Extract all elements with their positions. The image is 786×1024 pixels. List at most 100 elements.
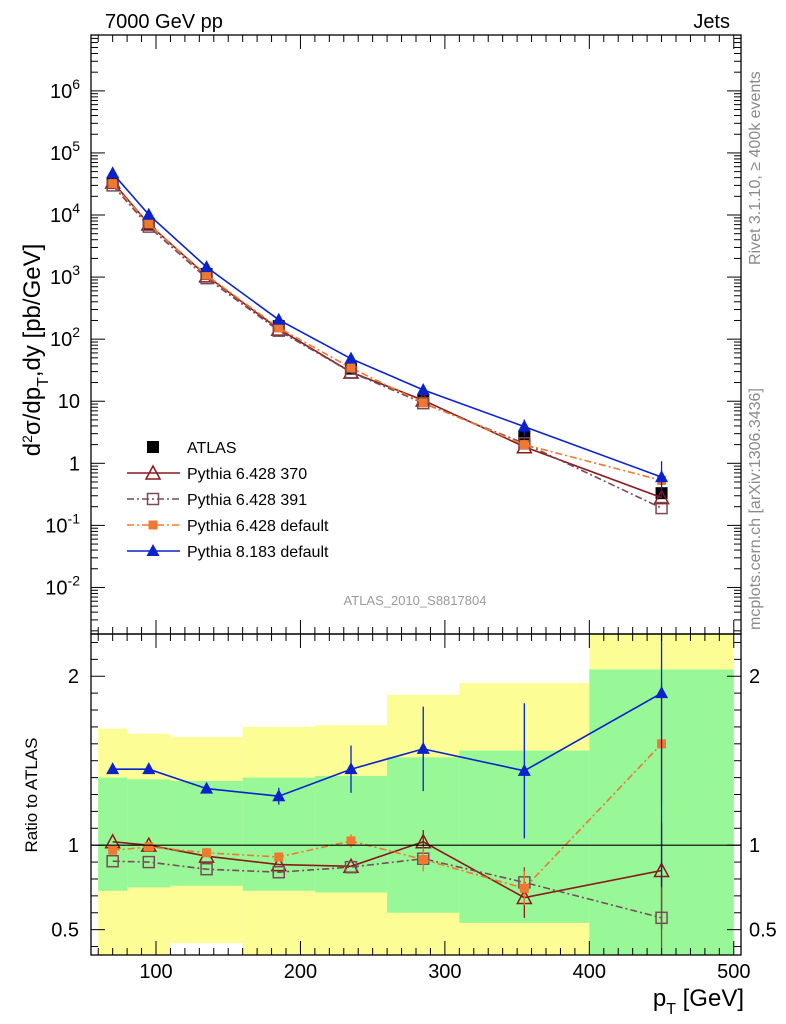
- y-tick-label: 1: [69, 453, 80, 475]
- x-tick-label: 400: [573, 961, 606, 983]
- y-tick-label: 10: [58, 391, 80, 413]
- main-line-2: [112, 184, 662, 509]
- ratio-line-2: [112, 743, 663, 890]
- main-point-0: [518, 430, 531, 443]
- ratio-y-tick-label: 1: [68, 835, 79, 857]
- legend-marker: [146, 492, 160, 506]
- y-tick-label: 103: [50, 262, 80, 289]
- main-line-4: [112, 172, 662, 478]
- header-left: 7000 GeV pp: [105, 11, 223, 33]
- ratio-point-1: [200, 862, 213, 876]
- main-point-3: [108, 179, 118, 189]
- ratio-point-3: [344, 762, 358, 775]
- main-point-4: [416, 382, 430, 395]
- ratio-point-3: [655, 686, 669, 699]
- ratio-point-2: [202, 848, 212, 858]
- x-tick-label: 100: [139, 961, 172, 983]
- ratio-point-1: [106, 854, 119, 868]
- main-point-4: [200, 260, 214, 273]
- ratio-point-2: [108, 845, 118, 855]
- main-line-1: [112, 181, 662, 499]
- ratio-point-3: [200, 781, 214, 794]
- ratio-line-3: [112, 692, 662, 798]
- ratio-y-tick-label-right: 0.5: [749, 920, 777, 942]
- main-series-4: [106, 166, 669, 483]
- legend: ATLAS Pythia 6.428 370 Pythia 6.428 391 Pyt…: [127, 440, 329, 561]
- ratio-point-2: [346, 836, 356, 846]
- main-point-4: [142, 207, 156, 220]
- ratio-point-3: [142, 762, 156, 775]
- main-point-4: [272, 312, 286, 325]
- ratio-point-2: [144, 842, 154, 852]
- main-point-3: [519, 440, 529, 450]
- ratio-series-3: [106, 634, 669, 888]
- main-point-3: [418, 398, 428, 408]
- main-point-2: [416, 396, 430, 410]
- y-tick-label: 102: [50, 324, 80, 351]
- legend-label: ATLAS: [187, 440, 237, 457]
- header-right: Jets: [693, 11, 730, 33]
- ratio-y-tick-label-right: 2: [749, 666, 760, 688]
- x-tick-label: 500: [717, 961, 750, 983]
- x-tick-label: 300: [428, 961, 461, 983]
- legend-entry-2: Pythia 6.428 391: [127, 492, 307, 509]
- ratio-point-1: [655, 911, 668, 925]
- x-tick-label: 200: [284, 961, 317, 983]
- ratio-point-0: [270, 856, 288, 872]
- ratio-y-tick-label: 0.5: [51, 920, 79, 942]
- y-tick-label: 10-1: [45, 510, 80, 537]
- legend-entry-3: Pythia 6.428 default: [127, 518, 329, 535]
- ratio-uncertainty-bands: [98, 634, 734, 955]
- y-tick-label: 10-2: [45, 572, 80, 599]
- ratio-point-1: [272, 865, 286, 879]
- axes: 100 200 300 400 50010-210-111010210310410510…: [45, 34, 777, 983]
- ratio-panel-content: [91, 634, 741, 955]
- main-line-3: [112, 183, 662, 482]
- main-y-axis-label: d2σ/dpT,dy [pb/GeV]: [19, 244, 52, 457]
- main-panel-content: [104, 166, 670, 515]
- main-point-4: [106, 166, 120, 179]
- ratio-band-green-bin: [170, 780, 243, 886]
- rivet-version-label: Rivet 3.1.10, ≥ 400k events: [747, 71, 764, 265]
- ratio-y-tick-label: 2: [68, 666, 79, 688]
- ratio-point-1: [344, 860, 358, 874]
- legend-label: Pythia 6.428 370: [187, 466, 307, 483]
- ratio-line-0: [112, 840, 662, 899]
- legend-entry-1: Pythia 6.428 370: [127, 464, 307, 483]
- main-point-4: [344, 351, 358, 364]
- ratio-point-3: [416, 741, 430, 754]
- ratio-point-3: [272, 789, 286, 802]
- main-point-3: [346, 363, 356, 373]
- ratio-band-green-bin: [127, 779, 171, 888]
- legend-label: Pythia 6.428 default: [187, 518, 329, 535]
- legend-label: Pythia 8.183 default: [187, 544, 329, 561]
- ratio-point-1: [142, 855, 156, 869]
- mcplots-label: mcplots.cern.ch [arXiv:1306.3436]: [747, 388, 764, 630]
- y-tick-label: 105: [50, 138, 80, 165]
- ratio-point-3: [517, 763, 531, 776]
- legend-marker: [147, 441, 159, 453]
- legend-entry-4: Pythia 8.183 default: [127, 544, 329, 561]
- legend-marker: [148, 520, 158, 530]
- y-tick-label: 104: [50, 200, 80, 227]
- ratio-y-axis-label: Ratio to ATLAS: [22, 738, 41, 853]
- ratio-point-3: [106, 762, 120, 775]
- y-tick-label: 106: [50, 76, 80, 103]
- legend-marker: [146, 544, 160, 556]
- ratio-point-2: [274, 852, 284, 862]
- ratio-line-1: [112, 857, 662, 919]
- main-point-3: [274, 323, 284, 333]
- legend-label: Pythia 6.428 391: [187, 492, 307, 509]
- main-point-3: [144, 219, 154, 229]
- legend-marker: [144, 464, 162, 480]
- main-point-1: [653, 489, 670, 505]
- legend-entry-0: ATLAS: [147, 440, 237, 457]
- main-point-2: [655, 501, 668, 515]
- main-series-2: [106, 179, 668, 515]
- ratio-y-tick-label-right: 1: [749, 835, 760, 857]
- main-point-3: [202, 270, 212, 280]
- ratio-point-2: [519, 883, 529, 893]
- ratio-point-2: [418, 855, 428, 865]
- x-axis-label: pT [GeV]: [653, 985, 744, 1018]
